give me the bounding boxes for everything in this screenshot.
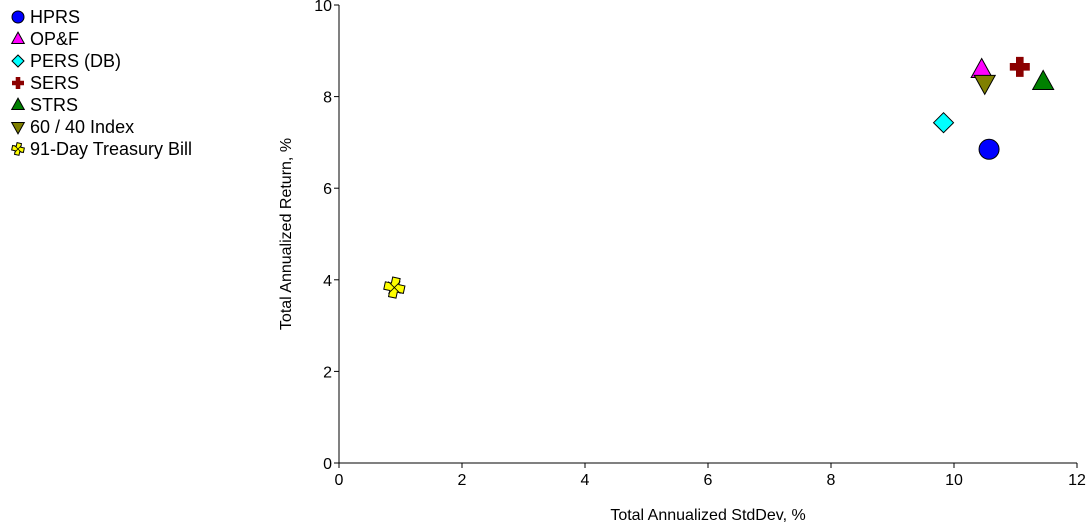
legend-label: 91-Day Treasury Bill <box>30 138 193 159</box>
legend-marker-op-f <box>10 31 26 47</box>
data-point-hprs <box>978 138 1000 160</box>
legend-symbol <box>10 97 26 110</box>
legend-label: PERS (DB) <box>30 50 122 71</box>
chart-legend: HPRS OP&F PERS (DB) SERS STRS 60 / 40 Index 91… <box>10 6 192 160</box>
data-point-60-40-index <box>973 74 997 96</box>
legend-symbol <box>10 31 26 44</box>
x-tick-label: 6 <box>704 472 713 489</box>
legend-label: 60 / 40 Index <box>30 116 135 137</box>
legend-marker-sers <box>10 75 26 91</box>
legend-item-strs: STRS <box>10 94 192 116</box>
x-tick-label: 4 <box>581 472 590 489</box>
legend-label: HPRS <box>30 6 81 27</box>
legend-label: OP&F <box>30 28 80 49</box>
data-point-strs <box>1031 69 1055 90</box>
y-tick-label: 0 <box>323 456 332 473</box>
legend-marker-strs <box>10 97 26 113</box>
y-tick-label: 10 <box>314 0 332 15</box>
y-tick-label: 4 <box>323 273 332 290</box>
legend-label: STRS <box>30 94 79 115</box>
legend-symbol <box>11 10 25 24</box>
x-tick-label: 12 <box>1068 472 1086 489</box>
x-tick-label: 10 <box>945 472 963 489</box>
legend-item-91-day-treasury-bill: 91-Day Treasury Bill <box>10 138 192 160</box>
legend-marker-pers-db <box>10 53 26 69</box>
data-point-op-f <box>970 57 994 79</box>
legend-marker-hprs <box>10 9 26 25</box>
y-tick-label: 8 <box>323 90 332 107</box>
axes: 0 2 4 6 8 10 12 0 2 4 6 8 10 <box>314 0 1086 489</box>
legend-item-pers-db: PERS (DB) <box>10 50 192 72</box>
y-tick-label: 6 <box>323 181 332 198</box>
x-tick-label: 0 <box>335 472 344 489</box>
legend-label: SERS <box>30 72 80 93</box>
data-point-pers-db <box>932 111 955 134</box>
x-tick-label: 2 <box>458 472 467 489</box>
data-points <box>383 56 1055 299</box>
legend-symbol <box>10 122 26 135</box>
legend-symbol <box>12 77 24 89</box>
data-point-91-day-treasury-bill <box>383 276 406 299</box>
legend-item-op-f: OP&F <box>10 28 192 50</box>
y-tick-label: 2 <box>323 364 332 381</box>
x-axis-label: Total Annualized StdDev, % <box>610 507 805 524</box>
data-point-sers <box>1009 56 1030 77</box>
y-axis-label: Total Annualized Return, % <box>278 138 295 330</box>
legend-item-sers: SERS <box>10 72 192 94</box>
x-tick-label: 8 <box>827 472 836 489</box>
legend-marker-91-day-treasury-bill <box>10 141 26 157</box>
legend-symbol <box>11 142 25 156</box>
legend-symbol <box>11 54 25 68</box>
legend-marker-60-40-index <box>10 119 26 135</box>
legend-item-hprs: HPRS <box>10 6 192 28</box>
legend-item-60-40-index: 60 / 40 Index <box>10 116 192 138</box>
